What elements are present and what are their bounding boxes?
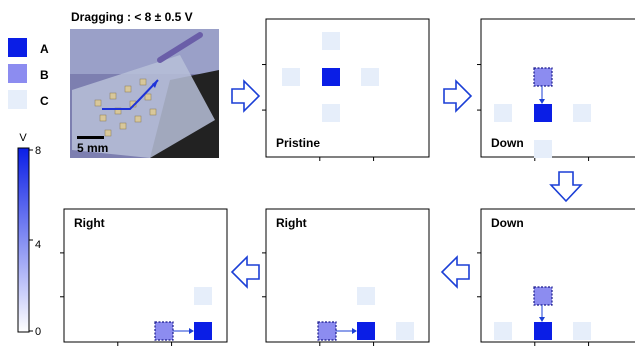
- move-arrow-head: [352, 328, 357, 334]
- flow-arrow-left-2: [230, 255, 260, 289]
- electrode-b: [154, 321, 174, 341]
- panel-p5: Right: [60, 208, 228, 346]
- electrode-c: [396, 322, 414, 340]
- panel-p1: Pristine: [262, 18, 430, 161]
- electrode-c: [534, 140, 552, 158]
- colorbar-tick-label-4: 4: [35, 239, 41, 251]
- panel-p3: Down: [477, 208, 635, 346]
- panel-frame: [480, 18, 635, 158]
- legend-swatch-a: [8, 38, 27, 57]
- electrode-b: [533, 67, 553, 87]
- panel-label: Down: [491, 136, 524, 150]
- move-arrow-head: [189, 328, 194, 334]
- panel-frame: [480, 208, 635, 343]
- electrode-c: [494, 322, 512, 340]
- photo-electrodes: [94, 78, 157, 137]
- electrode-a: [357, 322, 375, 340]
- move-arrow-head: [539, 99, 545, 104]
- photo-stylus: [157, 32, 203, 63]
- photo-drag-path: [102, 79, 159, 110]
- electrode-c: [322, 104, 340, 122]
- photo-drag-arrowhead: [152, 80, 158, 88]
- legend-label-b: B: [40, 68, 49, 82]
- colorbar-tick-label-0: 0: [35, 326, 41, 338]
- move-arrow-head: [539, 317, 545, 322]
- flow-arrow-right-1: [231, 79, 261, 113]
- electrode-a: [194, 322, 212, 340]
- colorbar: V 8 4 0: [17, 132, 41, 338]
- panel-frame: [63, 208, 228, 343]
- flow-arrows: [230, 79, 583, 289]
- device-photo: 5 mm: [70, 29, 219, 158]
- legend-swatch-c: [8, 90, 27, 109]
- electrode-c: [322, 32, 340, 50]
- legend-label-c: C: [40, 94, 49, 108]
- panel-label: Pristine: [276, 136, 320, 150]
- flow-arrow-down: [549, 171, 583, 203]
- electrode-c: [282, 68, 300, 86]
- panel-p2: Down: [477, 18, 635, 161]
- flow-arrow-left-1: [440, 255, 470, 289]
- panels: Pristine Down Down Right Right: [60, 18, 635, 346]
- colorbar-gradient: [17, 147, 30, 333]
- electrode-a: [534, 104, 552, 122]
- legend-swatch-b: [8, 64, 27, 83]
- electrode-a: [534, 322, 552, 340]
- colorbar-tick-label-8: 8: [35, 145, 41, 157]
- electrode-c: [357, 287, 375, 305]
- panel-label: Down: [491, 216, 524, 230]
- panel-label: Right: [276, 216, 307, 230]
- electrode-c: [361, 68, 379, 86]
- electrode-c: [194, 287, 212, 305]
- electrode-a: [322, 68, 340, 86]
- electrode-c: [573, 322, 591, 340]
- legend: A B C: [8, 38, 49, 109]
- flow-arrow-right-2: [443, 79, 473, 113]
- electrode-c: [573, 104, 591, 122]
- panel-frame: [265, 18, 430, 158]
- colorbar-unit: V: [19, 132, 27, 144]
- legend-label-a: A: [40, 42, 49, 56]
- panel-label: Right: [74, 216, 105, 230]
- electrode-c: [494, 104, 512, 122]
- photo-title: Dragging : < 8 ± 0.5 V: [71, 10, 193, 24]
- electrode-b: [533, 286, 553, 306]
- electrode-b: [317, 321, 337, 341]
- scale-bar-label: 5 mm: [77, 141, 108, 155]
- scale-bar: [77, 136, 104, 139]
- panel-p4: Right: [262, 208, 430, 346]
- panel-frame: [265, 208, 430, 343]
